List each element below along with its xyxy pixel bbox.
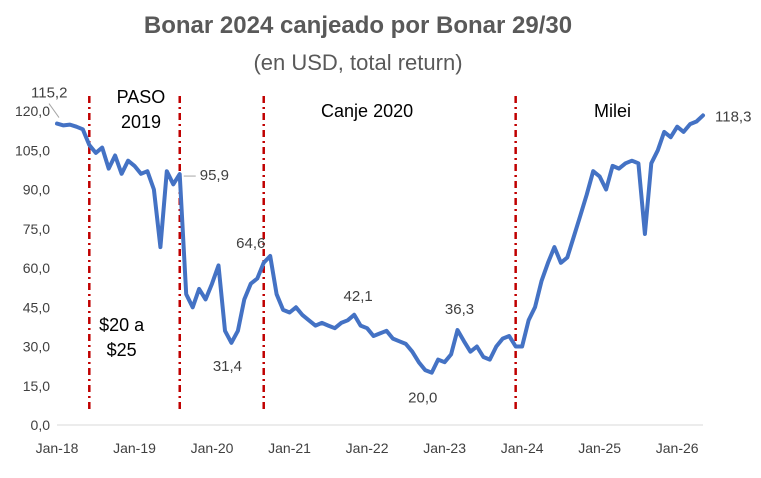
y-tick-label: 120,0: [15, 103, 50, 119]
data-label: 42,1: [344, 288, 373, 305]
period-label: 2019: [121, 112, 161, 132]
x-tick-label: Jan-23: [423, 440, 466, 456]
label-leader-line: [48, 103, 60, 118]
y-tick-label: 30,0: [23, 339, 50, 355]
data-label: 95,9: [200, 167, 229, 184]
y-tick-label: 45,0: [23, 299, 50, 315]
data-label: 115,2: [31, 85, 67, 102]
y-axis: 0,0 15,0 30,0 45,0 60,0 75,0 90,0 105,0 120,0: [15, 103, 50, 433]
y-tick-label: 0,0: [31, 417, 51, 433]
data-label: 118,3: [715, 108, 751, 125]
data-label: 36,3: [445, 301, 474, 318]
data-labels: 115,2 95,9 64,6 31,4 42,1 20,0 36,3 118,3: [31, 85, 751, 407]
y-tick-label: 75,0: [23, 221, 50, 237]
data-label: 31,4: [213, 358, 242, 375]
x-tick-label: Jan-25: [578, 440, 621, 456]
y-tick-label: 60,0: [23, 260, 50, 276]
x-tick-label: Jan-22: [346, 440, 389, 456]
x-axis: Jan-18 Jan-19 Jan-20 Jan-21 Jan-22 Jan-23 Jan-…: [36, 424, 703, 456]
x-tick-label: Jan-18: [36, 440, 79, 456]
data-label: 20,0: [408, 390, 437, 407]
chart-subtitle: (en USD, total return): [253, 50, 462, 75]
event-lines: [88, 96, 517, 412]
y-tick-label: 105,0: [15, 142, 50, 158]
period-label: $20 a: [99, 315, 145, 335]
x-tick-label: Jan-26: [656, 440, 699, 456]
period-label: $25: [107, 340, 137, 360]
y-tick-label: 15,0: [23, 378, 50, 394]
series-group: [55, 113, 705, 375]
period-labels: PASO 2019 Canje 2020 Milei $20 a $25: [99, 87, 631, 360]
chart-title: Bonar 2024 canjeado por Bonar 29/30: [144, 12, 572, 39]
period-label: Milei: [594, 101, 631, 121]
y-tick-label: 90,0: [23, 182, 50, 198]
x-tick-label: Jan-24: [501, 440, 544, 456]
x-tick-label: Jan-20: [191, 440, 234, 456]
period-label: Canje 2020: [321, 101, 413, 121]
x-tick-label: Jan-21: [268, 440, 311, 456]
data-label: 64,6: [236, 235, 265, 252]
series-line: [55, 113, 705, 375]
period-label: PASO: [117, 87, 166, 107]
x-tick-label: Jan-19: [113, 440, 156, 456]
